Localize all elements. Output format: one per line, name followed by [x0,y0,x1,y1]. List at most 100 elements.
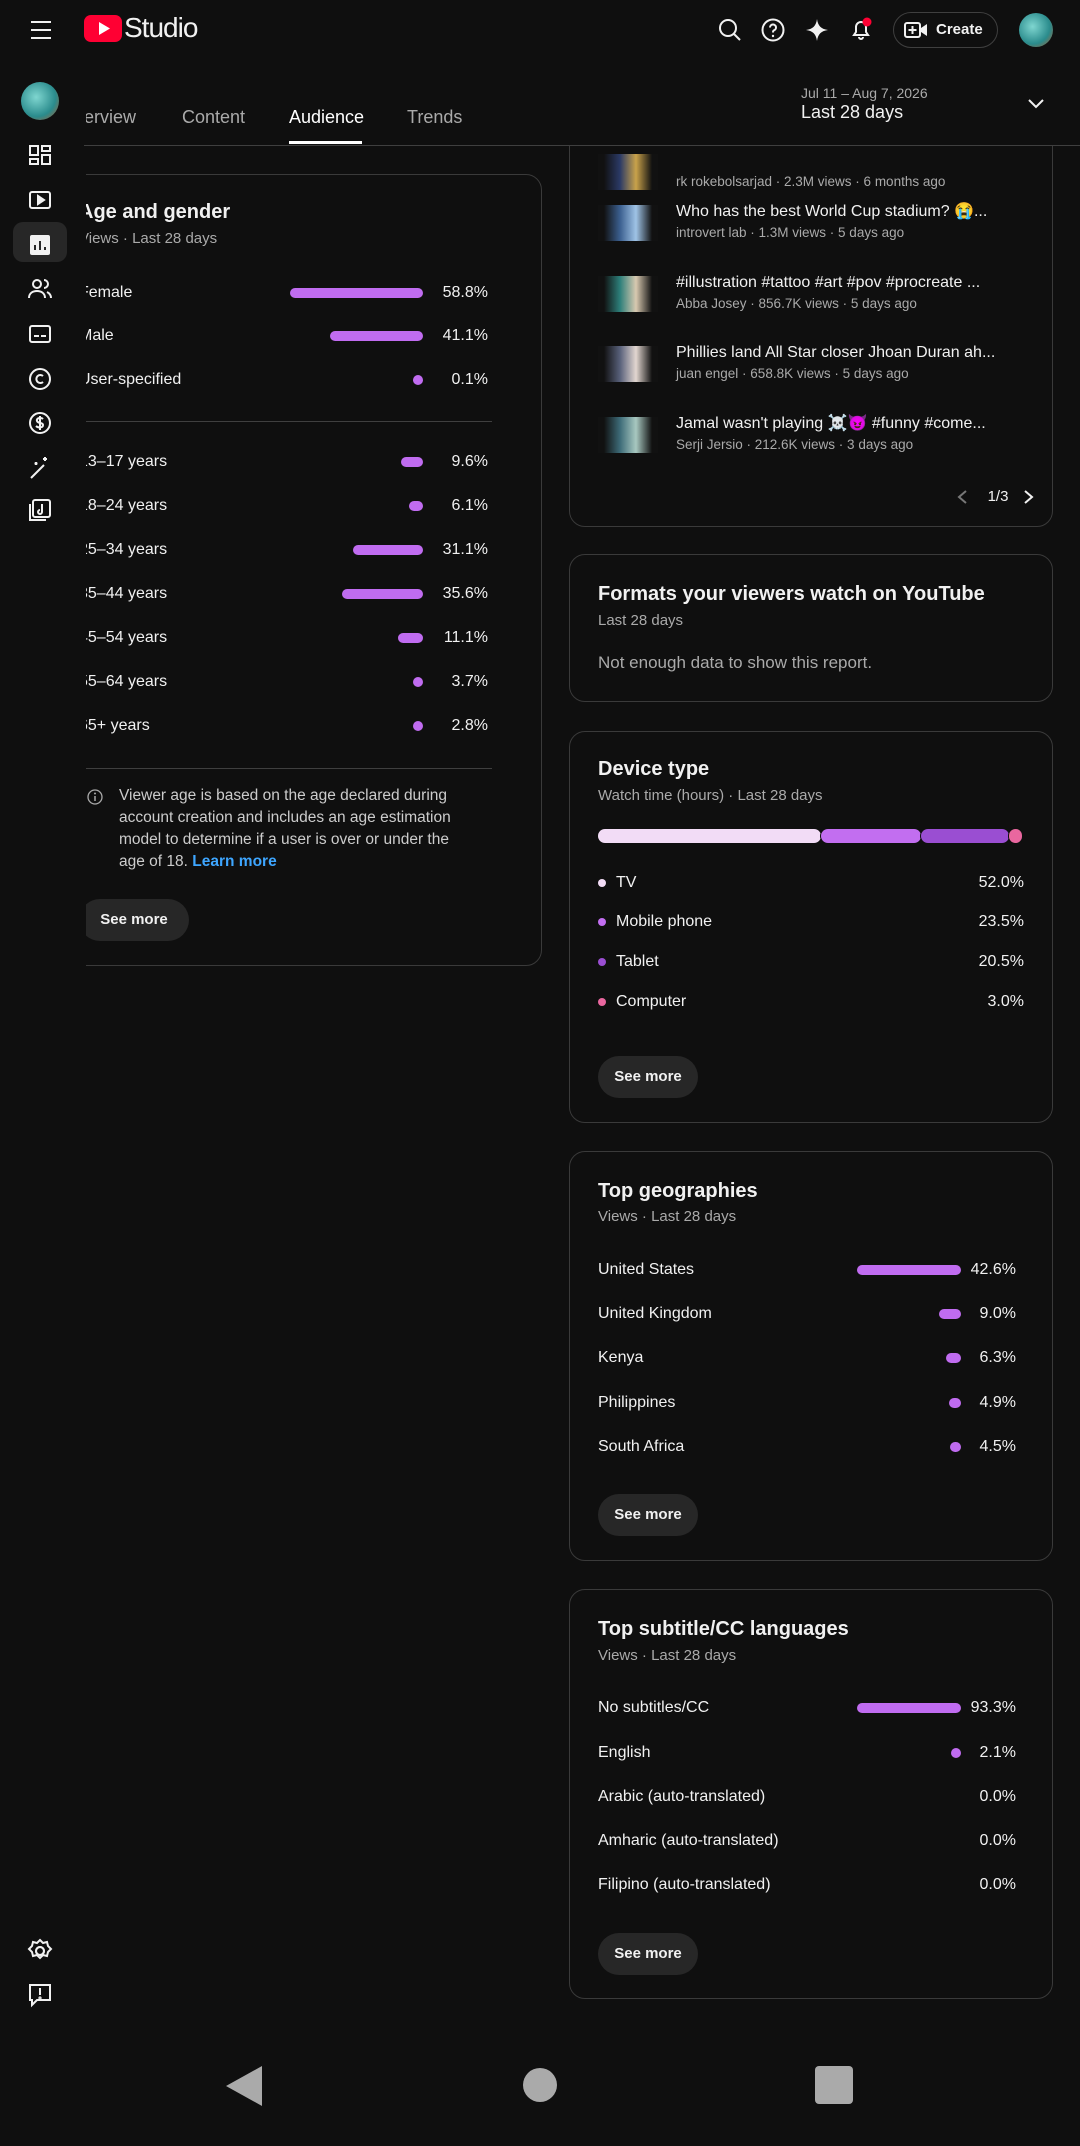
row-value: 3.7% [451,673,488,690]
row-label: Arabic (auto-translated) [598,1788,766,1805]
video-thumbnail[interactable] [598,154,658,190]
next-page[interactable] [1022,489,1036,505]
side-rail [0,60,84,2080]
stacked-segment [820,829,922,843]
rail-icons[interactable] [28,144,52,1956]
header: Studio Create Overview Content Audience … [0,0,1080,146]
video-title: Who has the best World Cup stadium? 😭... [676,203,988,220]
card-subtitle: Last 28 days [598,612,684,629]
learn-more-link[interactable]: Learn more [192,853,277,870]
bar [413,721,423,731]
bar [945,1353,961,1363]
row-label: Mobile phone [616,913,713,930]
video-thumbnail[interactable] [598,276,658,312]
note: Viewer age is based on the age declared … [119,785,479,873]
row-label: Philippines [598,1394,676,1411]
video-meta: Serji Jersio · 212.6K views · 3 days ago [676,437,914,452]
bar [352,545,423,555]
tab[interactable]: Overview [86,107,137,127]
see-more-button[interactable]: See more [598,1933,698,1975]
card-subtitle: Watch time (hours) · Last 28 days [598,787,823,804]
bar [409,501,423,511]
formats-card: Formats your viewers watch on YouTube La… [569,554,1053,702]
menu-icon[interactable] [30,20,52,40]
system-nav-bar [0,2030,1080,2146]
divider [86,768,492,769]
video-meta: juan engel · 658.8K views · 5 days ago [676,366,909,381]
bar [413,677,423,687]
stacked-segment [598,829,821,843]
card-subtitle: Views · Last 28 days [598,1647,737,1664]
row-value: 3.0% [987,993,1024,1010]
see-more-button[interactable]: See more [598,1056,698,1098]
legend-dot [598,918,606,926]
bar [951,1748,961,1758]
card-title: Device type [598,758,710,780]
card-title: Top subtitle/CC languages [598,1618,849,1640]
app-name[interactable]: Studio [124,12,198,43]
help-icon[interactable] [761,18,785,42]
card-title: Formats your viewers watch on YouTube [598,583,985,605]
video-meta: Abba Josey · 856.7K views · 5 days ago [676,296,917,311]
bar [397,633,423,643]
legend-dot [598,998,606,1006]
bar [330,331,423,341]
row-value: 0.0% [979,1876,1016,1893]
account-avatar[interactable] [1019,13,1053,47]
row-value: 52.0% [978,874,1024,891]
prev-page[interactable] [955,489,969,505]
notifications-icon[interactable] [849,16,875,42]
search-icon[interactable] [718,18,742,42]
tab[interactable]: Trends [407,107,463,127]
geographies-card: Top geographies Views · Last 28 days See… [569,1151,1053,1561]
row-label: South Africa [598,1438,685,1455]
video-thumbnail[interactable] [598,417,658,453]
dropdown-chevron[interactable] [1028,99,1044,109]
card-title: Top geographies [598,1180,758,1202]
back-button[interactable] [224,2065,264,2107]
row-value: 6.1% [451,497,488,514]
row-value: 11.1% [443,629,488,646]
home-button[interactable] [522,2067,558,2103]
video-meta: rk rokebolsarjad · 2.3M views · 6 months… [676,174,946,189]
row-value: 4.5% [979,1438,1016,1455]
row-label: Male [86,327,114,344]
age-gender-card: Age and gender Views · Last 28 days View… [86,174,542,966]
video-title: Phillies land All Star closer Jhoan Dura… [676,344,996,361]
empty-message: Not enough data to show this report. [598,653,873,672]
row-value: 2.8% [451,717,488,734]
tab-selected[interactable]: Audience [289,107,365,127]
card-subtitle: Views · Last 28 days [598,1208,737,1225]
see-more-button[interactable]: See more [598,1494,698,1536]
logo-icon [84,15,122,42]
row-label: 55–64 years [86,673,168,690]
tab[interactable]: Content [182,107,246,127]
row-label: Tablet [616,953,659,970]
video-thumbnail[interactable] [598,346,658,382]
date-range[interactable]: Jul 11 – Aug 7, 2026 [801,85,928,101]
row-label: Kenya [598,1349,644,1366]
channel-avatar[interactable] [21,82,59,120]
legend-dot [598,879,606,887]
date-period[interactable]: Last 28 days [801,102,904,122]
rail-bottom-icons[interactable] [27,1938,53,2009]
row-label: 25–34 years [86,541,168,558]
bar [342,589,423,599]
row-label: No subtitles/CC [598,1699,710,1716]
row-label: Filipino (auto-translated) [598,1876,771,1893]
video-meta: introvert lab · 1.3M views · 5 days ago [676,225,905,240]
row-value: 20.5% [978,953,1024,970]
tab-underline [289,141,362,144]
main-area: Age and gender Views · Last 28 days View… [86,0,1080,2146]
recents-button[interactable] [815,2066,853,2104]
row-label: 35–44 years [86,585,168,602]
video-title: #illustration #tattoo #art #pov #procrea… [676,274,981,291]
row-label: 18–24 years [86,497,168,514]
create-button[interactable]: Create [893,12,998,48]
sparkle-icon[interactable] [805,18,829,42]
row-value: 58.8% [442,284,488,301]
see-more-button[interactable]: See more [86,899,189,941]
video-thumbnail[interactable] [598,205,658,241]
subtitle-languages-card: Top subtitle/CC languages Views · Last 2… [569,1589,1053,1999]
